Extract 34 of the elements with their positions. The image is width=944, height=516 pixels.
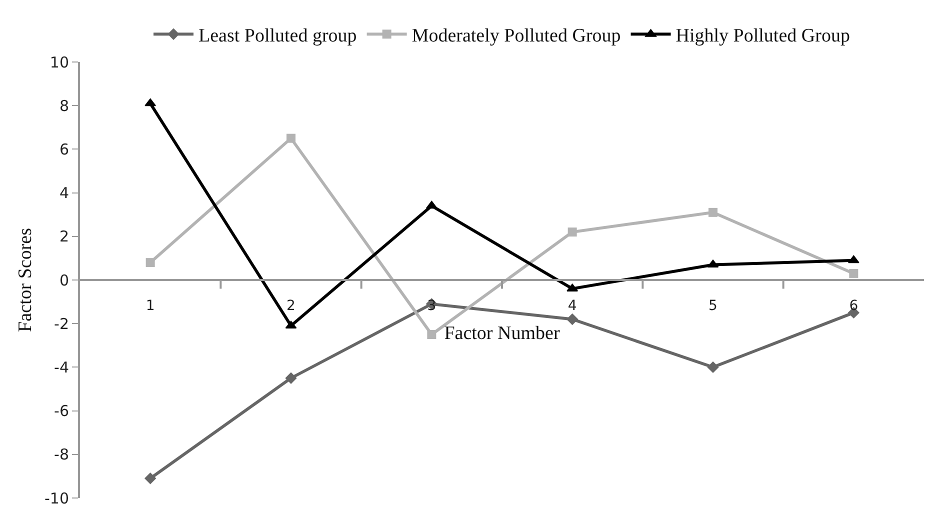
y-tick-label: -10 xyxy=(44,489,69,508)
y-tick-label: 6 xyxy=(59,140,69,158)
y-tick-label: 0 xyxy=(59,271,69,290)
y-tick-label: -4 xyxy=(54,358,69,376)
y-tick-label: 2 xyxy=(59,228,69,246)
x-tick-label: 1 xyxy=(146,298,155,314)
y-tick-label: 10 xyxy=(50,53,69,72)
point xyxy=(144,98,156,106)
point xyxy=(426,200,438,209)
point xyxy=(707,361,719,374)
point xyxy=(285,320,297,329)
point xyxy=(568,228,577,237)
legend-label: Highly Polluted Group xyxy=(676,26,850,47)
x-axis-title: Factor Number xyxy=(444,323,560,344)
y-tick-label: -8 xyxy=(54,446,69,464)
y-tick-label: -6 xyxy=(54,402,69,420)
point xyxy=(144,472,156,484)
legend-label: Moderately Polluted Group xyxy=(412,26,621,47)
point xyxy=(146,258,155,268)
point xyxy=(285,372,297,384)
y-axis-title: Factor Scores xyxy=(14,228,36,332)
point xyxy=(849,268,858,278)
point xyxy=(427,330,436,339)
x-tick-label: 5 xyxy=(708,298,718,314)
point xyxy=(708,208,718,217)
y-tick-label: -2 xyxy=(54,314,69,333)
point xyxy=(286,134,296,143)
y-tick-label: 8 xyxy=(59,96,69,115)
point xyxy=(848,255,860,264)
y-tick-label: 4 xyxy=(59,184,69,202)
point xyxy=(566,313,578,326)
x-tick-label: 2 xyxy=(286,298,296,314)
legend-label: Least Polluted group xyxy=(198,26,357,47)
x-tick-label: 4 xyxy=(568,298,577,314)
